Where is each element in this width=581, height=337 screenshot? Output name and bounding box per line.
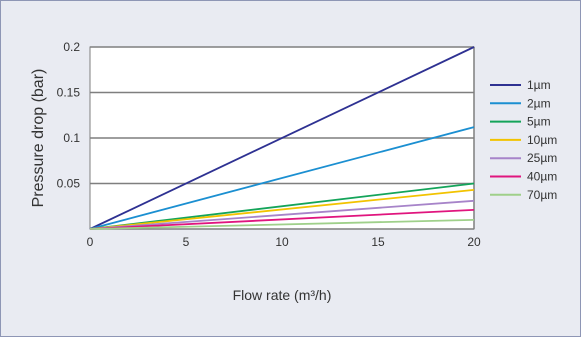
legend-label: 25µm <box>527 151 557 165</box>
x-axis-label: Flow rate (m³/h) <box>233 287 332 303</box>
series-line-40µm <box>89 208 475 230</box>
x-tick-label: 0 <box>87 235 94 249</box>
legend-item: 70µm <box>490 188 557 202</box>
y-tick-label: 0.1 <box>63 131 80 145</box>
legend-label: 10µm <box>527 133 557 147</box>
x-tick-label: 15 <box>371 235 385 249</box>
y-tick-label: 0.2 <box>63 40 80 54</box>
legend-item: 2µm <box>490 96 551 110</box>
legend-item: 5µm <box>490 115 551 129</box>
legend-label: 70µm <box>527 188 557 202</box>
legend-label: 5µm <box>527 115 551 129</box>
x-tick-label: 10 <box>275 235 289 249</box>
series-line-10µm <box>89 188 475 230</box>
x-tick-label: 20 <box>467 235 481 249</box>
legend-item: 25µm <box>490 151 557 165</box>
legend-item: 10µm <box>490 133 557 147</box>
series-line-5µm <box>89 182 475 230</box>
series-line-1µm <box>89 46 475 230</box>
x-tick-labels: 0 5 10 15 20 <box>87 235 481 249</box>
y-axis-label: Pressure drop (bar) <box>30 69 47 208</box>
y-tick-labels: 0.05 0.1 0.15 0.2 <box>57 40 81 191</box>
series-line-25µm <box>89 199 475 230</box>
legend-label: 40µm <box>527 170 557 184</box>
legend-item: 40µm <box>490 170 557 184</box>
series-line-70µm <box>89 219 475 230</box>
y-tick-label: 0.05 <box>57 177 81 191</box>
series-lines <box>89 46 475 230</box>
legend-label: 1µm <box>527 78 551 92</box>
legend: 1µm 2µm 5µm 10µm 25µm 40µm 70µm <box>490 78 557 202</box>
y-tick-label: 0.15 <box>57 86 81 100</box>
series-line-2µm <box>89 126 475 230</box>
x-tick-label: 5 <box>183 235 190 249</box>
legend-item: 1µm <box>490 78 551 92</box>
legend-label: 2µm <box>527 96 551 110</box>
